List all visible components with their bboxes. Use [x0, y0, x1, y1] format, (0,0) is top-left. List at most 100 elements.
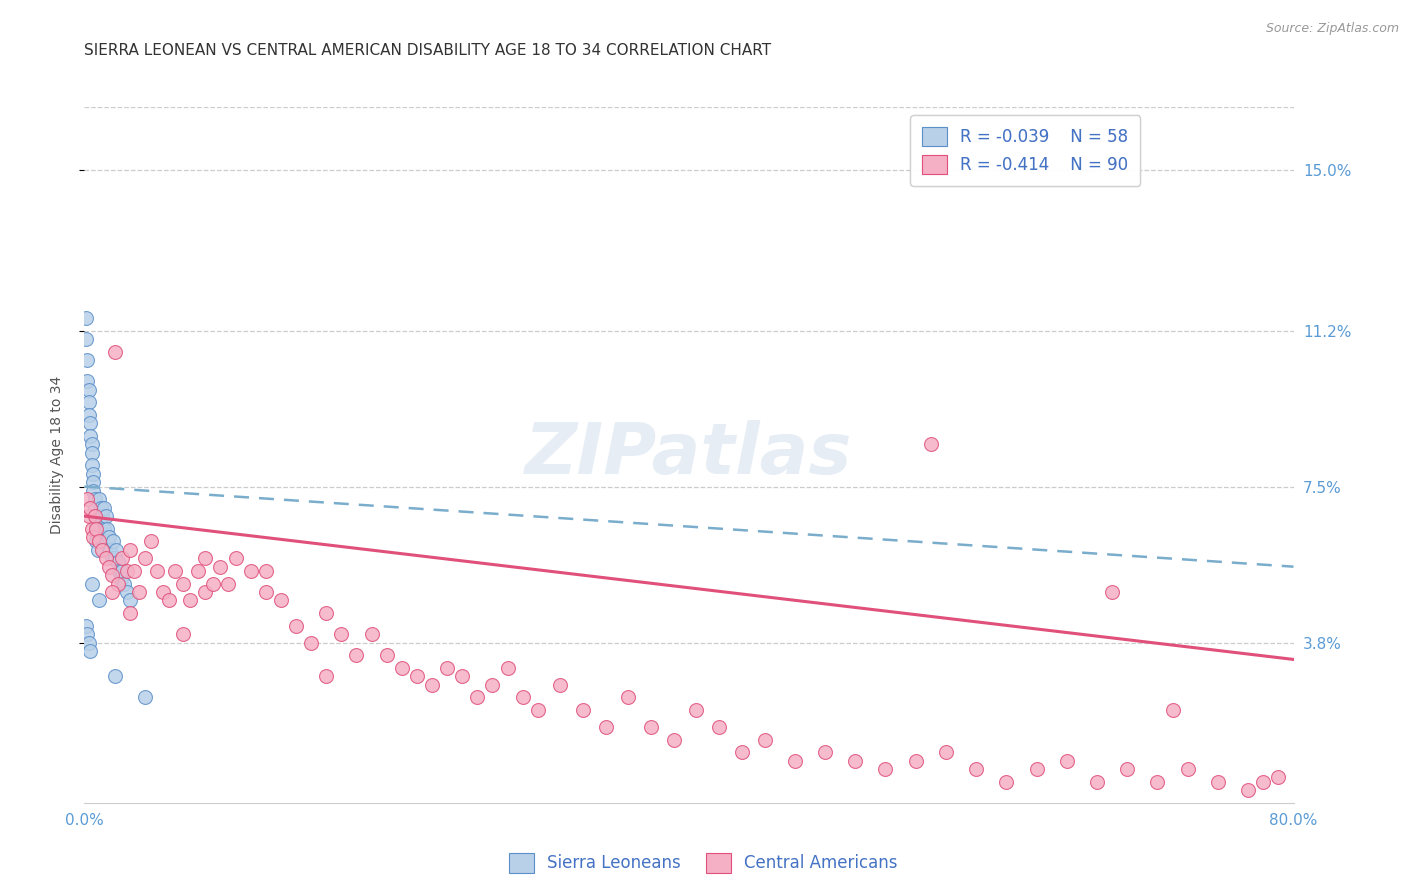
Point: [77, 509, 100, 524]
Point: [285, 618, 308, 632]
Point: [685, 703, 707, 717]
Point: [118, 542, 141, 557]
Point: [391, 661, 413, 675]
Point: [76, 374, 98, 388]
Point: [77, 635, 100, 649]
Point: [82, 483, 104, 498]
Point: [82, 475, 104, 490]
Point: [965, 762, 987, 776]
Point: [89, 492, 111, 507]
Point: [194, 585, 217, 599]
Point: [86, 522, 108, 536]
Point: [77, 395, 100, 409]
Point: [1056, 754, 1078, 768]
Point: [172, 576, 194, 591]
Point: [75, 618, 97, 632]
Point: [100, 568, 122, 582]
Text: ZIPatlas: ZIPatlas: [526, 420, 852, 490]
Point: [451, 669, 474, 683]
Point: [86, 525, 108, 540]
Point: [254, 564, 277, 578]
Point: [100, 551, 122, 566]
Point: [89, 509, 111, 524]
Point: [107, 556, 129, 570]
Point: [1146, 774, 1168, 789]
Point: [662, 732, 685, 747]
Point: [82, 530, 104, 544]
Point: [481, 678, 503, 692]
Point: [935, 745, 957, 759]
Point: [904, 754, 927, 768]
Point: [875, 762, 897, 776]
Point: [79, 500, 101, 515]
Point: [89, 530, 111, 544]
Point: [225, 551, 247, 566]
Point: [76, 492, 98, 507]
Point: [467, 690, 489, 705]
Point: [75, 332, 97, 346]
Point: [1116, 762, 1139, 776]
Y-axis label: Disability Age 18 to 34: Disability Age 18 to 34: [49, 376, 63, 534]
Point: [239, 564, 262, 578]
Point: [1267, 771, 1289, 785]
Point: [1206, 774, 1229, 789]
Point: [79, 417, 101, 431]
Point: [86, 534, 108, 549]
Point: [97, 559, 120, 574]
Point: [80, 576, 103, 591]
Point: [315, 669, 337, 683]
Point: [84, 492, 107, 507]
Point: [115, 564, 138, 578]
Point: [97, 530, 120, 544]
Point: [134, 551, 156, 566]
Point: [104, 344, 127, 359]
Point: [172, 627, 194, 641]
Point: [436, 661, 458, 675]
Point: [512, 690, 534, 705]
Point: [89, 534, 111, 549]
Point: [75, 310, 97, 325]
Point: [179, 593, 201, 607]
Point: [201, 576, 224, 591]
Point: [406, 669, 429, 683]
Point: [709, 720, 731, 734]
Point: [96, 522, 118, 536]
Point: [91, 542, 114, 557]
Point: [80, 458, 103, 473]
Point: [110, 572, 132, 586]
Point: [254, 585, 277, 599]
Point: [89, 593, 111, 607]
Point: [360, 627, 382, 641]
Legend: R = -0.039    N = 58, R = -0.414    N = 90: R = -0.039 N = 58, R = -0.414 N = 90: [910, 115, 1140, 186]
Point: [814, 745, 837, 759]
Point: [139, 534, 162, 549]
Point: [122, 564, 145, 578]
Point: [96, 534, 118, 549]
Point: [1085, 774, 1108, 789]
Point: [346, 648, 368, 663]
Point: [87, 542, 110, 557]
Point: [527, 703, 550, 717]
Point: [152, 585, 174, 599]
Point: [1101, 585, 1123, 599]
Point: [108, 564, 131, 578]
Point: [1253, 774, 1275, 789]
Point: [90, 500, 112, 515]
Point: [82, 467, 104, 481]
Point: [572, 703, 595, 717]
Point: [104, 551, 127, 566]
Point: [79, 644, 101, 658]
Point: [101, 534, 124, 549]
Point: [1237, 783, 1260, 797]
Point: [84, 509, 107, 524]
Point: [90, 517, 112, 532]
Point: [94, 530, 117, 544]
Text: SIERRA LEONEAN VS CENTRAL AMERICAN DISABILITY AGE 18 TO 34 CORRELATION CHART: SIERRA LEONEAN VS CENTRAL AMERICAN DISAB…: [84, 43, 772, 58]
Point: [217, 576, 239, 591]
Point: [1177, 762, 1199, 776]
Point: [595, 720, 617, 734]
Point: [77, 383, 100, 397]
Point: [157, 593, 180, 607]
Point: [97, 542, 120, 557]
Point: [783, 754, 806, 768]
